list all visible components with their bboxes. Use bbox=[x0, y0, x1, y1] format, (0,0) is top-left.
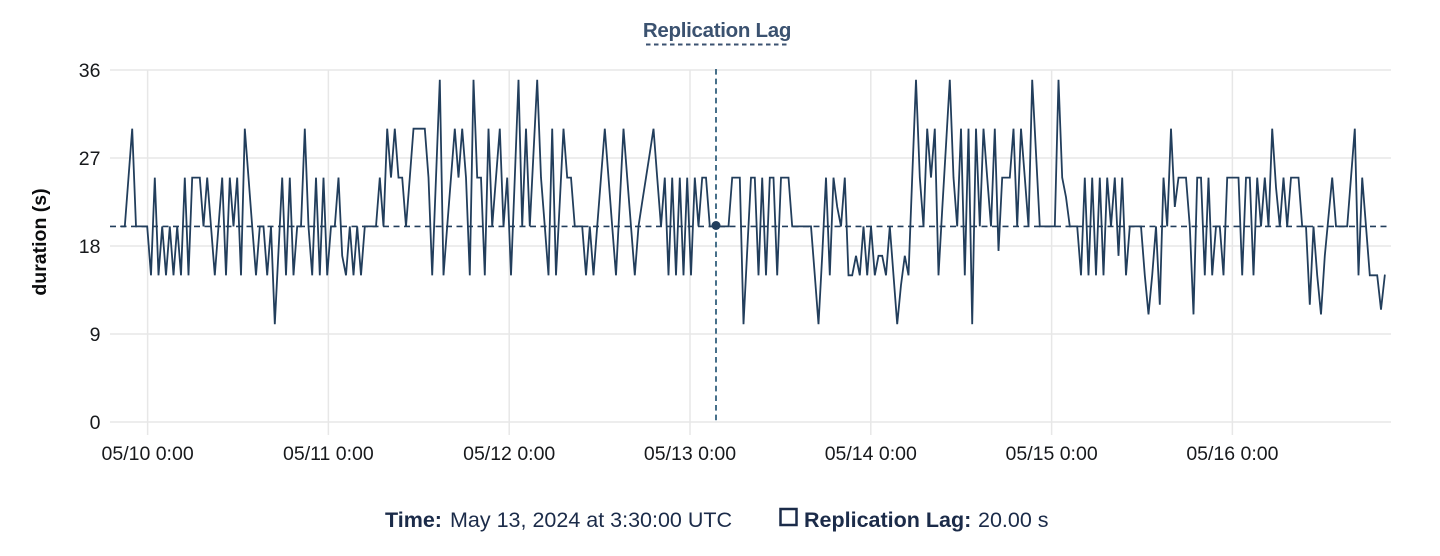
svg-text:05/16 0:00: 05/16 0:00 bbox=[1186, 443, 1278, 465]
svg-text:Time:: Time: bbox=[385, 508, 442, 532]
svg-text:Replication Lag:: Replication Lag: bbox=[804, 508, 971, 532]
svg-text:Replication Lag: Replication Lag bbox=[643, 19, 791, 42]
svg-text:05/10 0:00: 05/10 0:00 bbox=[102, 443, 194, 465]
svg-text:05/15 0:00: 05/15 0:00 bbox=[1006, 443, 1098, 465]
svg-text:05/13 0:00: 05/13 0:00 bbox=[644, 443, 736, 465]
svg-text:36: 36 bbox=[79, 60, 101, 82]
svg-text:20.00 s: 20.00 s bbox=[978, 508, 1049, 532]
svg-text:9: 9 bbox=[90, 324, 101, 346]
svg-text:05/11 0:00: 05/11 0:00 bbox=[283, 443, 374, 465]
svg-text:05/12 0:00: 05/12 0:00 bbox=[463, 443, 555, 465]
svg-text:05/14 0:00: 05/14 0:00 bbox=[825, 443, 917, 465]
svg-text:27: 27 bbox=[79, 148, 101, 170]
svg-text:May 13, 2024 at 3:30:00 UTC: May 13, 2024 at 3:30:00 UTC bbox=[450, 508, 732, 532]
svg-text:0: 0 bbox=[90, 412, 101, 434]
svg-text:duration (s): duration (s) bbox=[29, 188, 51, 295]
svg-text:18: 18 bbox=[79, 236, 101, 258]
